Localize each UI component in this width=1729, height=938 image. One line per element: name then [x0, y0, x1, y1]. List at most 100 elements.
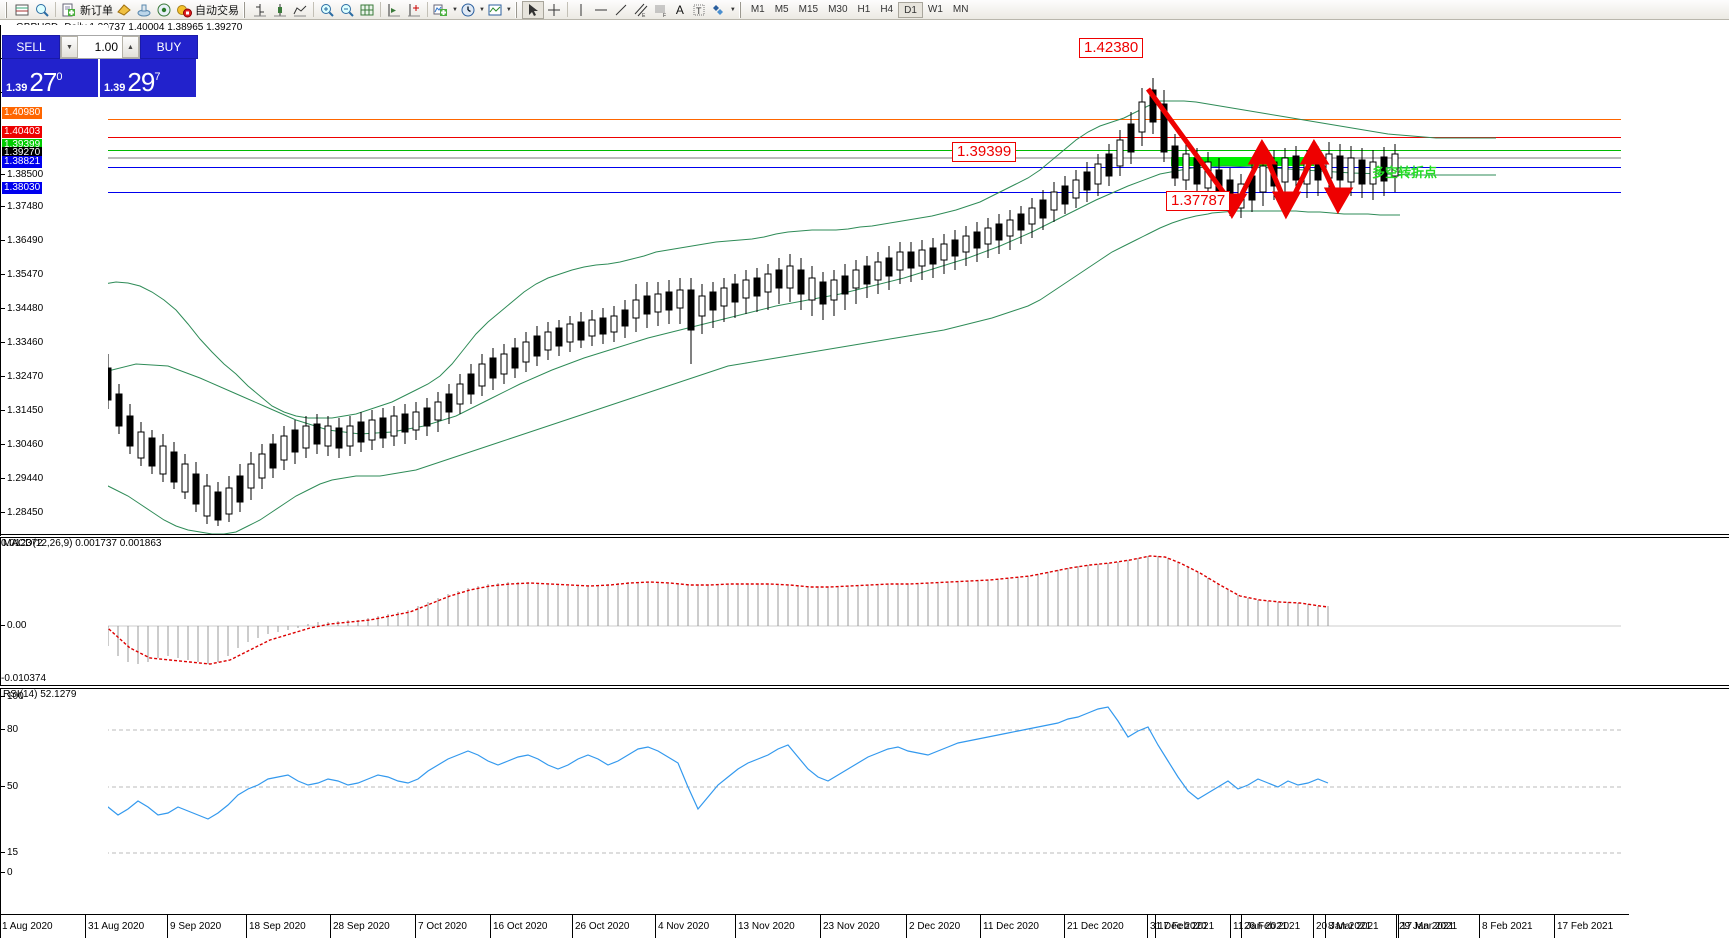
date-separator: [246, 915, 247, 938]
price-tick: 1.31450: [1, 405, 43, 416]
zoom-in-icon[interactable]: [317, 1, 337, 19]
date-separator: [85, 915, 86, 938]
autotrading-label[interactable]: 自动交易: [195, 4, 239, 17]
date-label: 28 Sep 2020: [333, 921, 390, 932]
text-label-icon[interactable]: T: [689, 1, 709, 19]
timeframe-m1[interactable]: M1: [750, 3, 765, 15]
volume-input[interactable]: 1.00: [78, 36, 122, 58]
level-line-orange: [0, 119, 1621, 120]
level-line-red: [0, 137, 1621, 138]
annotation-high-1-42380[interactable]: 1.42380: [1079, 38, 1144, 58]
indicators-dropdown-arrow[interactable]: ▼: [452, 6, 458, 13]
autotrading-icon[interactable]: [174, 1, 194, 19]
macd-title: MACD(12,26,9) 0.001737 0.001863: [3, 538, 162, 549]
market-watch-icon[interactable]: [12, 1, 32, 19]
volume-increase-icon[interactable]: ▲: [122, 36, 139, 58]
horizontal-line-icon[interactable]: [591, 1, 611, 19]
new-order-icon[interactable]: [59, 1, 79, 19]
level-line-grey: [0, 157, 1621, 159]
auto-scroll-icon[interactable]: [404, 1, 424, 19]
fibonacci-retracement-icon[interactable]: F: [651, 1, 671, 19]
chart-shift-icon[interactable]: [384, 1, 404, 19]
candlestick-chart-icon[interactable]: [270, 1, 290, 19]
annotation-pivot-1-39399[interactable]: 1.39399: [952, 142, 1017, 162]
periods-icon[interactable]: [458, 1, 478, 19]
timeframes-toolbar-grip[interactable]: [738, 1, 743, 18]
timeframe-m5[interactable]: M5: [774, 3, 789, 15]
price-pane[interactable]: 1.42380 1.39399 1.37787 多空转折点: [0, 34, 1621, 536]
shapes-dropdown-arrow[interactable]: ▼: [729, 6, 736, 13]
text-icon[interactable]: A: [675, 2, 684, 17]
toolbar-grip[interactable]: [5, 1, 9, 18]
date-label: 21 Dec 2020: [1067, 921, 1124, 932]
crosshair-icon[interactable]: [544, 1, 564, 19]
svg-text:T: T: [696, 6, 702, 16]
macd-axis[interactable]: 0.012372 0.00 -0.010374: [0, 538, 108, 686]
price-level-label-blue-1[interactable]: 1.38821: [2, 156, 43, 168]
rsi-pane-divider-2: [0, 688, 1729, 689]
timeframe-m30[interactable]: M30: [828, 3, 848, 15]
charts-toolbar-grip[interactable]: [243, 1, 247, 18]
bid-price-prefix: 1.39: [6, 82, 28, 94]
expert-cloud-icon[interactable]: [134, 1, 154, 19]
signals-icon[interactable]: [154, 1, 174, 19]
new-order-label[interactable]: 新订单: [80, 4, 113, 17]
date-axis-tail[interactable]: 17 Feb 2021 26 Feb 2021 8 Mar 2021 17 Ma…: [1155, 914, 1629, 938]
timeframe-mn[interactable]: MN: [952, 3, 969, 15]
equidistant-channel-icon[interactable]: E: [631, 1, 651, 19]
date-separator: [572, 915, 573, 938]
periods-dropdown-arrow[interactable]: ▼: [478, 6, 485, 13]
rsi-graphics: [0, 706, 1621, 854]
price-level-label-red[interactable]: 1.40403: [2, 126, 43, 138]
buy-button[interactable]: BUY: [140, 35, 198, 59]
cursor-icon[interactable]: [521, 0, 544, 19]
ask-price-prefix: 1.39: [104, 82, 126, 94]
bar-chart-icon[interactable]: [250, 1, 270, 19]
price-tick: 1.30460: [1, 439, 43, 450]
templates-icon[interactable]: [485, 1, 505, 19]
macd-tick-min: -0.010374: [1, 673, 47, 684]
timeframe-w1[interactable]: W1: [927, 3, 943, 15]
rsi-title: RSI(14) 52.1279: [3, 689, 77, 700]
trendline-icon[interactable]: [611, 1, 631, 19]
price-tick: 1.38500: [1, 169, 43, 180]
volume-stepper[interactable]: ▼ 1.00 ▲: [60, 35, 140, 59]
magnifier-icon[interactable]: [32, 1, 52, 19]
annotation-low-1-37787[interactable]: 1.37787: [1166, 191, 1231, 211]
sell-button[interactable]: SELL: [2, 35, 60, 59]
price-axis[interactable]: 1.42520 1.41500 1.40980 1.40403 1.39399 …: [0, 25, 108, 536]
price-tick: 1.33460: [1, 337, 43, 348]
timeframe-h1[interactable]: H1: [857, 3, 871, 15]
vertical-line-icon[interactable]: [571, 1, 591, 19]
one-click-trading-panel[interactable]: SELL ▼ 1.00 ▲ BUY 1.39 27 0 1.39 29 7: [2, 35, 198, 97]
volume-decrease-icon[interactable]: ▼: [61, 36, 78, 58]
indicators-icon[interactable]: [431, 1, 451, 19]
timeframe-m15[interactable]: M15: [798, 3, 819, 15]
shapes-icon[interactable]: [709, 1, 729, 19]
timeframe-d1[interactable]: D1: [898, 1, 923, 18]
date-separator: [415, 915, 416, 938]
zoom-out-icon[interactable]: [337, 1, 357, 19]
date-axis[interactable]: 1 Aug 2020 31 Aug 2020 9 Sep 2020 18 Sep…: [0, 914, 1621, 938]
date-label: 16 Oct 2020: [493, 921, 548, 932]
metaeditor-icon[interactable]: [114, 1, 134, 19]
rsi-axis[interactable]: 100 80 50 15 0: [0, 689, 108, 914]
ask-price-box[interactable]: 1.39 29 7: [100, 59, 196, 97]
macd-pane-divider-2: [0, 537, 1729, 538]
date-label: 17 Feb 2021: [1557, 921, 1614, 932]
templates-dropdown-arrow[interactable]: ▼: [505, 6, 512, 13]
timeframe-h4[interactable]: H4: [880, 3, 894, 15]
level-line-blue-1: [0, 167, 1621, 168]
bid-price-box[interactable]: 1.39 27 0: [2, 59, 98, 97]
line-chart-icon[interactable]: [290, 1, 310, 19]
price-level-label-blue-2[interactable]: 1.38030: [2, 182, 43, 194]
date-label: 18 Sep 2020: [249, 921, 306, 932]
macd-pane[interactable]: MACD(12,26,9) 0.001737 0.001863: [0, 538, 1621, 686]
price-level-label-orange[interactable]: 1.40980: [2, 107, 43, 119]
rsi-tick-15: 15: [1, 847, 18, 858]
drawing-toolbar-grip[interactable]: [514, 1, 519, 18]
annotation-chinese-turning-point[interactable]: 多空转折点: [1372, 166, 1438, 181]
date-separator: [1479, 915, 1480, 938]
rsi-pane[interactable]: RSI(14) 52.1279: [0, 689, 1621, 914]
grid-icon[interactable]: [357, 1, 377, 19]
